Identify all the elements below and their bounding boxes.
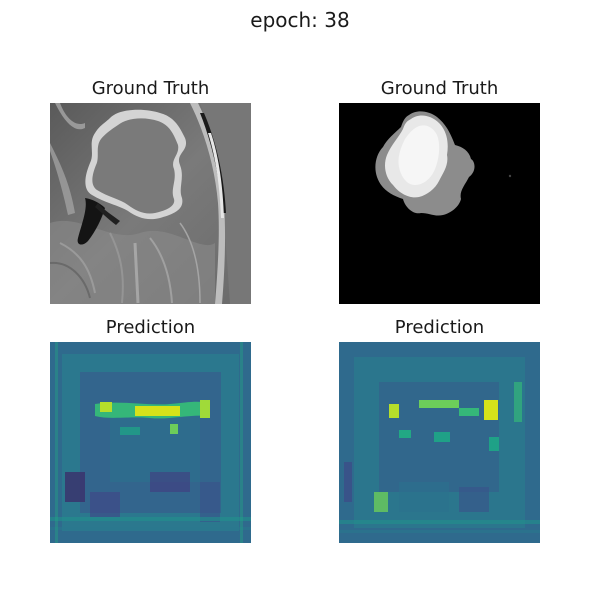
panel-title-ground-truth-2: Ground Truth	[380, 78, 499, 99]
ground-truth-mri-image	[50, 103, 251, 304]
ground-truth-mask-image	[339, 103, 540, 304]
prediction-heatmap-2	[339, 342, 540, 543]
panel-title-prediction-2: Prediction	[394, 317, 485, 338]
prediction-heatmap-1	[50, 342, 251, 543]
panel-title-ground-truth-1: Ground Truth	[91, 78, 210, 99]
panel-title-prediction-1: Prediction	[105, 317, 196, 338]
figure-suptitle: epoch: 38	[250, 8, 350, 32]
